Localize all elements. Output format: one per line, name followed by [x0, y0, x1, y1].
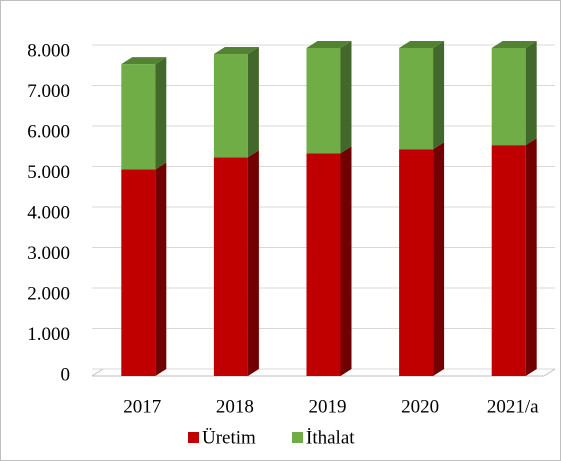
legend-label: İthalat [306, 427, 355, 448]
y-tick-label: 5.000 [27, 162, 70, 183]
bar-side [155, 162, 167, 376]
x-tick-label: 2017 [123, 396, 161, 417]
y-axis-floor [91, 368, 104, 377]
bar-segment [121, 64, 156, 170]
y-tick-label: 8.000 [27, 40, 70, 61]
bar-side [525, 138, 537, 376]
bar-top [306, 40, 352, 48]
bar-segment [399, 149, 434, 376]
bar-side [525, 40, 537, 146]
legend-label: Üretim [202, 427, 256, 448]
bar-top [399, 40, 445, 48]
bar-segment [491, 47, 526, 146]
bar-segment [306, 153, 341, 376]
bar-segment [213, 54, 248, 158]
floor-edge [543, 368, 556, 377]
bar-side [340, 146, 352, 376]
x-tick-label: 2020 [401, 396, 439, 417]
y-tick-label: 2.000 [27, 283, 70, 304]
y-tick-label: 0 [61, 364, 71, 385]
bar-segment [213, 157, 248, 376]
bar-segment [399, 47, 434, 150]
bar-side [433, 142, 445, 376]
bar-top [491, 40, 537, 48]
bar-segment [121, 169, 156, 376]
x-tick-label: 2021/a [487, 396, 539, 417]
bar-side [247, 150, 259, 376]
bar-side [340, 40, 352, 154]
bar-side [155, 57, 167, 170]
x-tick-label: 2019 [309, 396, 347, 417]
legend-swatch [292, 432, 303, 443]
bar-top [121, 57, 167, 65]
bar-segment [491, 145, 526, 376]
bar-side [433, 40, 445, 150]
y-tick-label: 7.000 [27, 81, 70, 102]
y-tick-label: 1.000 [27, 324, 70, 345]
bar-top [213, 47, 259, 55]
bar-side [247, 47, 259, 158]
y-tick-label: 6.000 [27, 121, 70, 142]
legend-swatch [188, 432, 199, 443]
y-tick-label: 4.000 [27, 202, 70, 223]
x-tick-label: 2018 [216, 396, 254, 417]
bar-segment [306, 47, 341, 154]
y-tick-label: 3.000 [27, 243, 70, 264]
